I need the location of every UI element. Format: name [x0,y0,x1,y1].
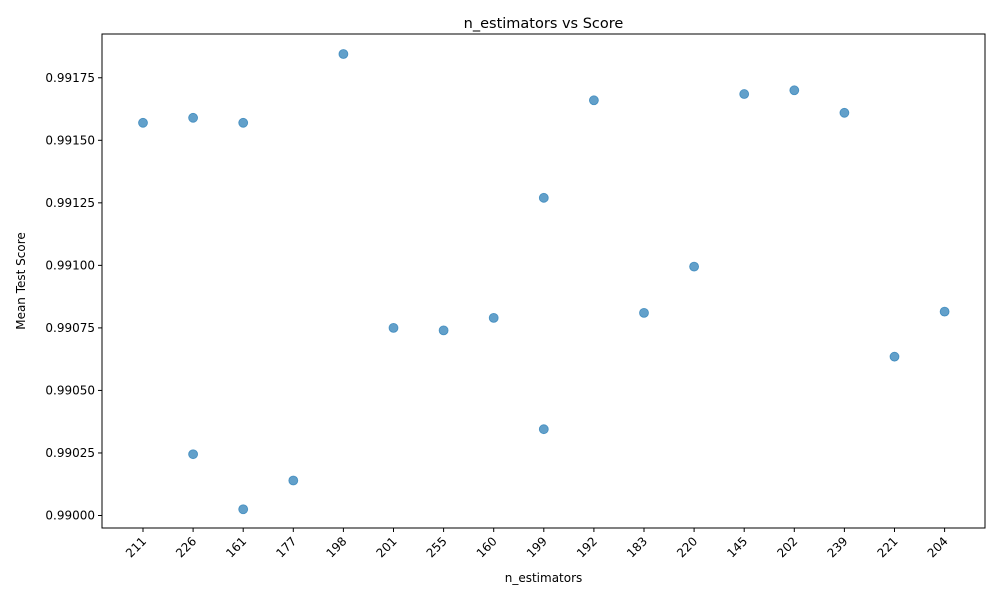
y-axis-label: Mean Test Score [14,232,28,330]
y-ticks: 0.99000 0.99025 0.99050 0.99075 0.99100 0.991… [45,71,102,522]
chart-title: n_estimators vs Score [464,16,624,32]
y-tick-label: 0.99000 [45,508,95,522]
data-point [789,85,800,96]
x-tick-label: 198 [323,534,349,560]
y-tick-label: 0.99025 [45,446,95,460]
plot-frame [101,33,986,529]
data-point [238,117,249,128]
x-tick-label: 202 [774,534,800,560]
data-point [188,449,199,460]
data-point [889,351,900,362]
x-tick-label: 183 [624,534,650,560]
data-point [538,192,549,203]
x-tick-label: 204 [925,534,951,560]
data-point [388,322,399,333]
y-tick-label: 0.99050 [45,383,95,397]
data-point [338,49,349,59]
plot-area [102,34,985,528]
data-point [739,89,750,99]
x-tick-label: 255 [424,534,450,560]
x-tick-label: 199 [524,534,550,560]
x-tick-label: 211 [123,534,149,560]
x-tick-label: 220 [674,534,700,560]
data-point [138,117,148,128]
x-ticks: 211 226 161 177 198 201 255 160 199 192 183 220 145 2… [123,528,951,560]
data-point [689,261,699,272]
data-point [939,306,950,317]
data-point [288,475,299,486]
x-tick-label: 239 [824,534,850,560]
x-tick-label: 177 [273,534,299,560]
x-tick-label: 201 [374,534,400,560]
data-point [488,312,499,323]
points-layer [138,49,950,515]
data-point [538,424,549,435]
data-point [589,95,599,106]
x-tick-label: 226 [173,534,199,560]
x-tick-label: 145 [724,534,750,560]
data-point [238,504,249,515]
y-tick-label: 0.99150 [45,133,95,147]
x-tick-label: 160 [474,534,500,560]
y-tick-label: 0.99075 [45,321,95,335]
data-point [839,107,850,118]
x-axis-label: n_estimators [505,571,583,585]
x-tick-label: 221 [875,534,901,560]
data-point [438,325,449,336]
data-point [639,307,649,318]
x-tick-label: 192 [574,534,600,560]
x-tick-label: 161 [223,534,249,560]
y-tick-label: 0.99100 [45,258,95,272]
data-point [188,112,199,123]
y-tick-label: 0.99175 [45,71,95,85]
y-tick-label: 0.99125 [45,196,95,210]
